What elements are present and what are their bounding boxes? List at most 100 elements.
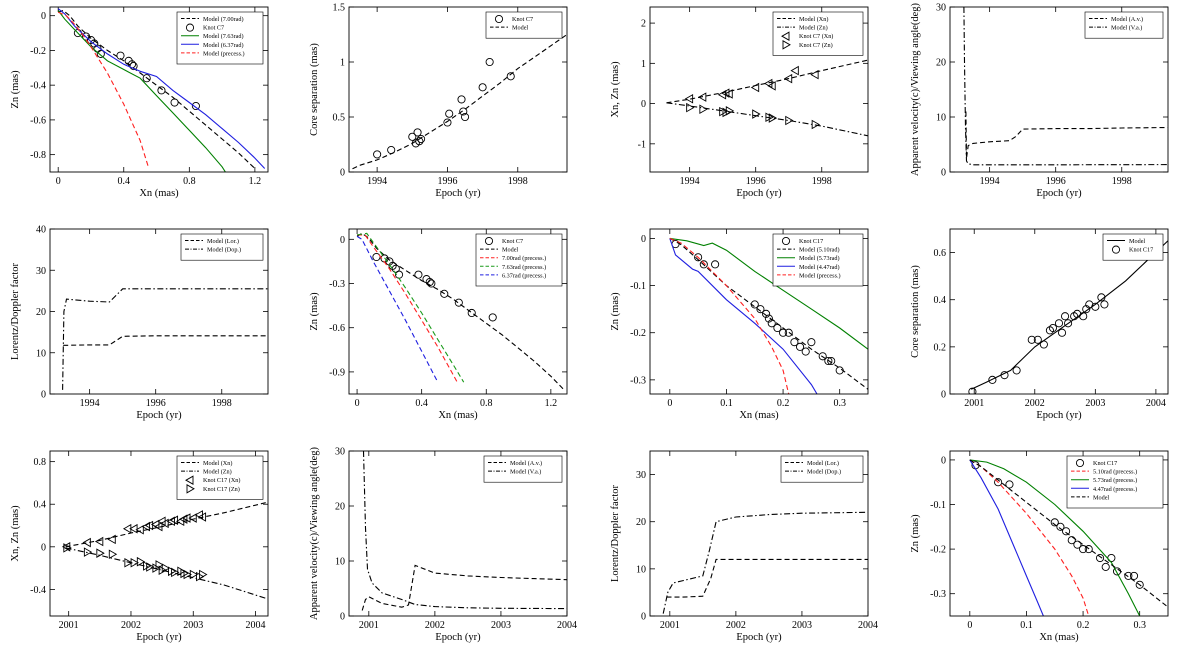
data-point bbox=[783, 73, 793, 84]
legend-label: Model (precess.) bbox=[799, 272, 841, 279]
data-point bbox=[478, 83, 487, 92]
x-axis-label: Xn (mas) bbox=[739, 410, 779, 421]
x-tick-label: 1996 bbox=[746, 176, 766, 187]
x-tick-label: 1994 bbox=[980, 176, 1000, 187]
legend-label: 5.10rad (precess.) bbox=[1093, 469, 1137, 476]
data-point bbox=[107, 534, 116, 545]
data-point bbox=[779, 328, 788, 337]
series-line bbox=[969, 459, 1044, 616]
data-point bbox=[1100, 300, 1109, 309]
legend-box bbox=[180, 233, 264, 261]
data-point bbox=[785, 115, 794, 126]
y-tick-label: 0 bbox=[941, 390, 946, 401]
data-point bbox=[372, 252, 381, 262]
data-point bbox=[1084, 545, 1093, 554]
data-point bbox=[1079, 312, 1088, 321]
x-tick-label: 0.3 bbox=[1133, 620, 1146, 631]
plot-area bbox=[968, 240, 1168, 394]
data-point bbox=[768, 113, 778, 123]
data-point bbox=[1012, 366, 1021, 375]
data-point bbox=[801, 347, 810, 356]
data-point bbox=[756, 305, 765, 314]
data-point bbox=[988, 375, 997, 384]
series-line bbox=[62, 288, 268, 390]
data-point bbox=[197, 512, 207, 522]
y-tick-label: -0.1 bbox=[630, 281, 646, 292]
legend-label: Knot C17 bbox=[799, 238, 823, 245]
legend-box bbox=[176, 11, 264, 65]
x-tick-label: 1.2 bbox=[249, 176, 262, 187]
x-tick-label: 2002 bbox=[726, 620, 746, 631]
y-tick-label: 0 bbox=[340, 235, 345, 246]
data-point bbox=[83, 547, 93, 557]
legend: Knot C7 Model bbox=[485, 11, 563, 39]
legend: Model (Xn) Model (Zn)Knot C17 (Xn) Knot C1… bbox=[176, 455, 264, 500]
data-point bbox=[157, 86, 166, 95]
series-line bbox=[666, 59, 868, 104]
legend-label: Model bbox=[502, 247, 518, 254]
data-point bbox=[130, 557, 139, 568]
data-point bbox=[827, 356, 836, 366]
y-axis-label: Zn (mas) bbox=[10, 70, 21, 109]
legend-marker bbox=[484, 236, 494, 246]
plot-frame bbox=[348, 228, 568, 395]
series-line bbox=[362, 451, 567, 610]
y-tick-label: 0.4 bbox=[34, 500, 47, 511]
legend-label: 4.47rad (precess.) bbox=[1093, 486, 1137, 493]
y-tick-label: 20 bbox=[335, 502, 345, 513]
series-line bbox=[356, 235, 439, 383]
y-tick-label: -0.4 bbox=[30, 81, 46, 92]
y-tick-label: 0 bbox=[340, 612, 345, 623]
chart-panel-10: 2001 2002 2003 2004 0 10 20 30 Epoch (yr) Apparen… bbox=[309, 446, 577, 643]
y-tick-label: 10 bbox=[936, 113, 946, 124]
data-point bbox=[1101, 562, 1110, 571]
data-point bbox=[790, 338, 799, 347]
y-axis-label: Xn, Zn (mas) bbox=[610, 61, 621, 118]
data-point bbox=[506, 72, 515, 81]
legend-label: Model (V.a.) bbox=[1111, 25, 1142, 32]
legend-label: Knot C7 bbox=[512, 16, 533, 23]
x-tick-label: 0.2 bbox=[777, 398, 790, 409]
legend-label: Model (A.v.) bbox=[510, 460, 542, 467]
data-point bbox=[1082, 305, 1091, 314]
legend-box bbox=[483, 455, 563, 483]
data-point bbox=[1062, 527, 1071, 536]
plot-area bbox=[62, 288, 268, 390]
plot-frame bbox=[949, 450, 1169, 617]
y-tick-label: 10 bbox=[636, 564, 646, 575]
data-point bbox=[161, 563, 171, 573]
y-tick-label: 10 bbox=[36, 348, 46, 359]
y-tick-label: 1 bbox=[641, 59, 646, 70]
legend-label: Model (7.63rad) bbox=[203, 33, 244, 40]
y-tick-label: -0.4 bbox=[30, 585, 46, 596]
data-point bbox=[417, 134, 426, 144]
x-tick-label: 2001 bbox=[359, 620, 379, 631]
series-line bbox=[356, 232, 565, 390]
legend-label: Knot C7 bbox=[502, 238, 523, 245]
legend-marker bbox=[185, 23, 195, 32]
data-point bbox=[697, 92, 707, 102]
data-point bbox=[188, 513, 197, 523]
y-tick-label: 0.6 bbox=[934, 248, 947, 259]
plot-frame bbox=[49, 6, 269, 173]
y-tick-label: 20 bbox=[636, 517, 646, 528]
legend-label: Model (precess.) bbox=[203, 50, 245, 57]
series-line bbox=[352, 34, 567, 170]
chart-panel-5: 1994 1996 1998 0 10 20 30 40 Epoch (yr) Lorentz/D… bbox=[10, 225, 269, 421]
data-point bbox=[96, 548, 105, 558]
data-point bbox=[96, 49, 105, 58]
legend-label: Model (Lor.) bbox=[207, 238, 239, 245]
legend-label: Model bbox=[512, 25, 528, 32]
x-tick-label: 2003 bbox=[1085, 398, 1105, 409]
plot-frame bbox=[649, 450, 869, 617]
y-tick-label: 0 bbox=[641, 612, 646, 623]
y-tick-label: 0 bbox=[941, 168, 946, 179]
series-line bbox=[662, 511, 868, 614]
x-axis-label: Epoch (yr) bbox=[1036, 410, 1082, 421]
data-point bbox=[1135, 580, 1144, 589]
data-point bbox=[1000, 371, 1009, 380]
data-point bbox=[1064, 319, 1073, 328]
series-line bbox=[965, 111, 1168, 159]
